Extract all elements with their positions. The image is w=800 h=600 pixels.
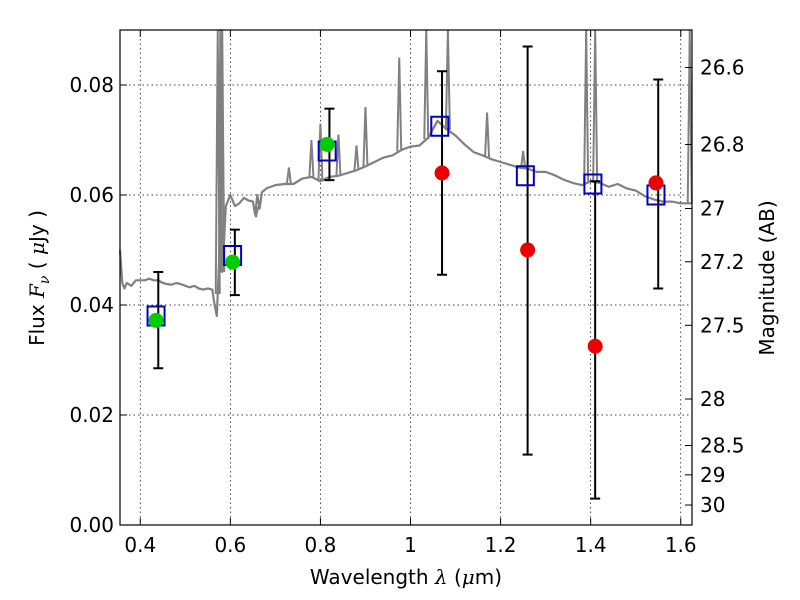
model-flux-box	[515, 165, 535, 187]
model-flux-box	[430, 115, 450, 137]
magnitude-tick-label: 26.6	[700, 56, 745, 80]
model-flux-box	[583, 173, 603, 195]
magnitude-tick-label: 28.5	[700, 434, 745, 458]
data-markers	[146, 115, 666, 354]
y-axis-label: Flux Fν ( μJy )	[25, 210, 53, 346]
measurement-point	[648, 175, 664, 191]
x-tick-label: 0.4	[124, 533, 156, 557]
y-tick-label: 0.06	[69, 183, 114, 207]
magnitude-tick-label: 26.8	[700, 132, 745, 156]
magnitude-tick-label: 27.5	[700, 313, 745, 337]
template-spectrum	[118, 28, 693, 318]
emission-line	[686, 29, 693, 204]
emission-line	[484, 112, 491, 158]
emission-line	[592, 29, 599, 183]
grid-lines	[120, 30, 692, 525]
x-tick-label: 0.6	[214, 533, 246, 557]
magnitude-tick-label: 30	[700, 493, 725, 517]
emission-line	[520, 150, 527, 169]
x-axis-label: Wavelength λ (μm)	[310, 565, 502, 589]
y-tick-label: 0.00	[69, 513, 114, 537]
emission-line	[317, 123, 324, 182]
emission-line	[285, 167, 292, 185]
x-tick-label: 1.6	[665, 533, 697, 557]
detection-point	[148, 312, 164, 328]
y-tick-label: 0.04	[69, 293, 114, 317]
detection-point	[319, 136, 335, 152]
magnitude-tick-label: 29	[700, 463, 725, 487]
emission-line	[362, 106, 369, 167]
emission-line	[396, 57, 403, 152]
emission-line	[444, 29, 451, 131]
plot-frame	[119, 29, 693, 526]
emission-line	[308, 139, 315, 177]
measurement-point	[520, 242, 536, 258]
y2-axis-label: Magnitude (AB)	[755, 200, 779, 355]
emission-line	[353, 145, 360, 171]
x-tick-label: 1	[404, 533, 417, 557]
measurement-point	[587, 338, 603, 354]
emission-line	[253, 206, 260, 218]
y-tick-label: 0.08	[69, 73, 114, 97]
magnitude-tick-label: 28	[700, 387, 725, 411]
measurement-point	[434, 165, 450, 181]
magnitude-tick-label: 27	[700, 197, 725, 221]
template-continuum	[118, 28, 692, 318]
magnitude-tick-label: 27.2	[700, 250, 745, 274]
emission-line	[423, 29, 430, 140]
emission-line	[335, 134, 342, 176]
x-tick-label: 1.2	[485, 533, 517, 557]
detection-point	[225, 254, 241, 270]
axis-ticks: 0.4 0.6 0.8 1 1.2 1.4 1.6 0.00 0.02 0.04 0.06 0.08 2…	[69, 30, 745, 557]
x-tick-label: 0.8	[305, 533, 337, 557]
y-tick-label: 0.02	[69, 403, 114, 427]
emission-line	[583, 29, 590, 184]
x-tick-label: 1.4	[575, 533, 607, 557]
